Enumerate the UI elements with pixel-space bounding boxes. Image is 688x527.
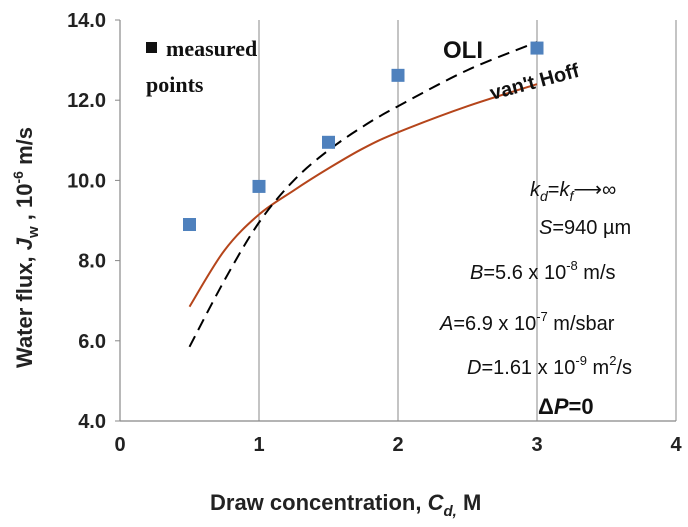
legend: measured points <box>146 36 257 97</box>
y-tick-label: 6.0 <box>78 331 106 353</box>
x-tick-label: 0 <box>114 434 125 456</box>
param-d: D=1.61 x 10-9 m2/s <box>467 353 632 379</box>
series-line-vant-hoff <box>188 83 538 308</box>
param-b: B=5.6 x 10-8 m/s <box>470 258 616 284</box>
y-axis-title: Water flux, Jw , 10-6 m/s <box>10 127 42 368</box>
y-tick-label: 10.0 <box>67 170 106 192</box>
legend-label-line2: points <box>146 72 204 97</box>
axes <box>119 20 676 422</box>
x-tick-label: 2 <box>392 434 403 456</box>
x-tick-labels: 0 1 2 3 4 <box>114 434 682 456</box>
legend-marker <box>146 42 157 53</box>
y-tick-label: 14.0 <box>67 10 106 32</box>
param-delta-p: ΔP=0 <box>538 394 594 419</box>
x-tick-label: 1 <box>253 434 264 456</box>
data-point <box>530 41 544 55</box>
y-tick-label: 12.0 <box>67 90 106 112</box>
data-point <box>252 179 266 193</box>
y-tick-label: 8.0 <box>78 251 106 273</box>
data-point <box>183 218 196 232</box>
vertical-gridlines <box>258 20 677 421</box>
param-s: S=940 µm <box>539 217 631 239</box>
measured-points <box>183 41 544 232</box>
y-tick-labels: 4.0 6.0 8.0 10.0 12.0 14.0 <box>67 10 120 433</box>
parameter-annotations: kd=kf⟶∞ S=940 µm B=5.6 x 10-8 m/s A=6.9 … <box>439 179 632 419</box>
param-k: kd=kf⟶∞ <box>530 179 616 204</box>
data-point <box>391 68 405 82</box>
label-vant-hoff: van't Hoff <box>488 60 582 105</box>
series-line-oli <box>188 41 538 348</box>
x-axis-title: Draw concentration, Cd, M <box>210 490 481 520</box>
param-a: A=6.9 x 10-7 m/sbar <box>439 309 615 335</box>
data-point <box>322 135 335 149</box>
legend-label-line1: measured <box>166 36 257 61</box>
y-tick-label: 4.0 <box>78 411 106 433</box>
x-tick-label: 3 <box>531 434 542 456</box>
label-oli: OLI <box>443 37 483 64</box>
x-tick-label: 4 <box>670 434 682 456</box>
